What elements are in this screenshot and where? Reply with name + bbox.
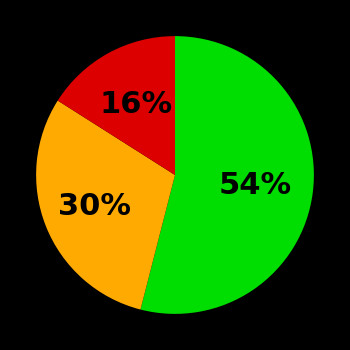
Wedge shape: [140, 36, 314, 314]
Wedge shape: [36, 100, 175, 309]
Text: 54%: 54%: [218, 170, 292, 199]
Text: 16%: 16%: [100, 90, 173, 119]
Wedge shape: [58, 36, 175, 175]
Text: 30%: 30%: [58, 192, 132, 221]
